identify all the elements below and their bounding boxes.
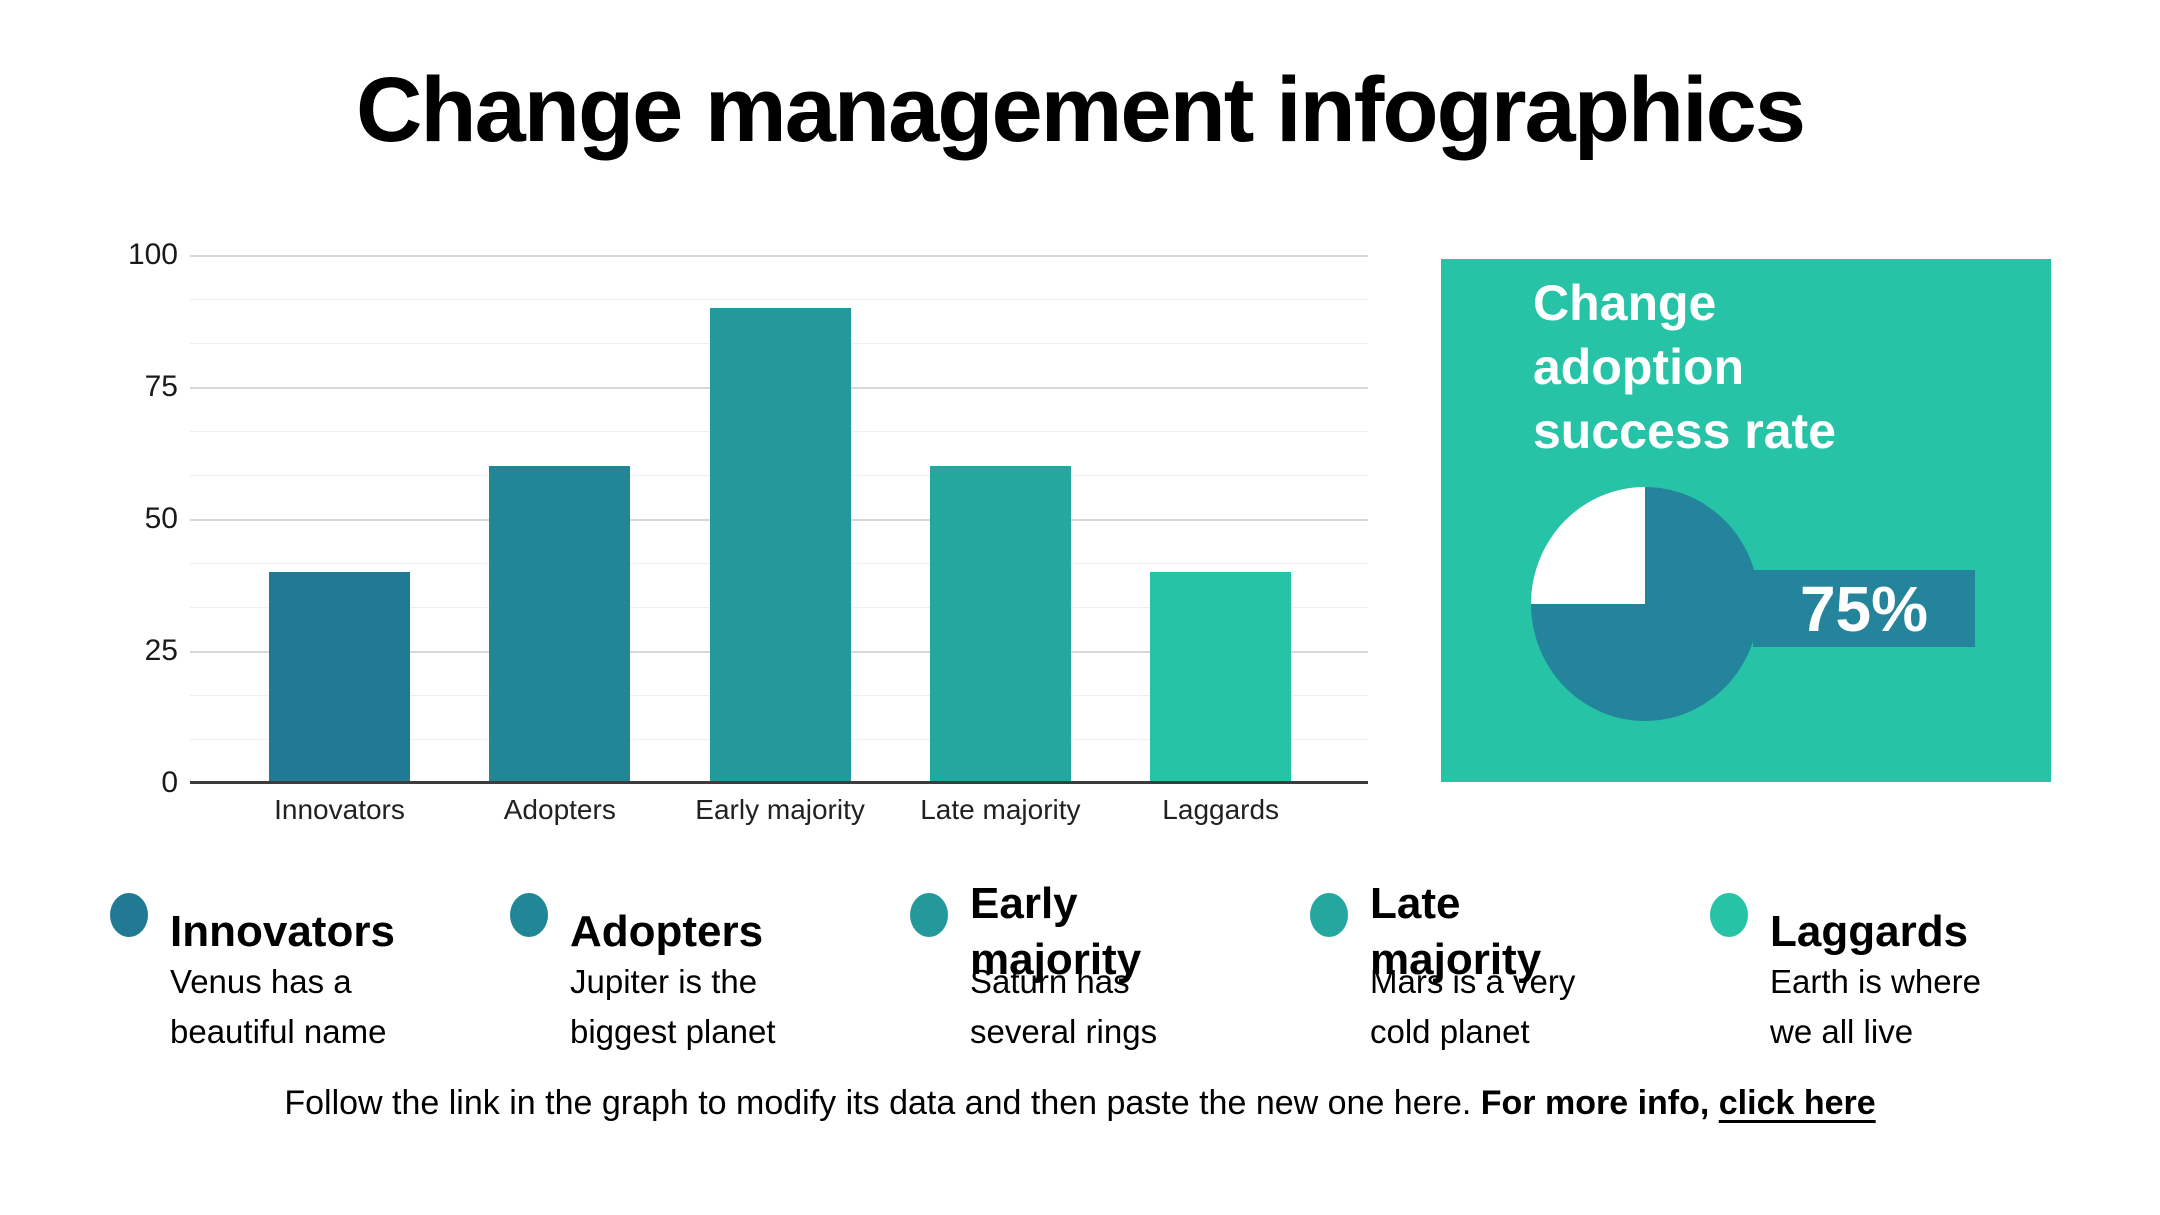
success-panel: Change adoption success rate 75% xyxy=(1441,259,2051,782)
x-axis-line xyxy=(190,781,1368,784)
y-tick-label: 25 xyxy=(144,634,178,667)
x-category-label: Late majority xyxy=(920,794,1081,825)
bar-adopters xyxy=(489,466,631,783)
panel-title: Change adoption success rate xyxy=(1533,275,1837,459)
y-gridline xyxy=(190,299,1368,300)
y-gridline xyxy=(190,255,1368,257)
legend-dot-2 xyxy=(510,893,548,937)
bar-laggards xyxy=(1150,571,1292,783)
note-text: Follow the link in the graph to modify i… xyxy=(284,1084,1481,1122)
rate-value: 75% xyxy=(1799,572,1929,645)
legend-description: Saturn has several rings xyxy=(970,963,1158,1050)
bar-late-majority xyxy=(929,466,1071,783)
rate-ribbon: 75% xyxy=(1753,570,1975,647)
x-category-label: Adopters xyxy=(503,794,616,825)
pie-chart xyxy=(1531,487,1759,721)
legend-item-adopters: Adopters Jupiter is the biggest planet xyxy=(510,860,895,1075)
y-tick-label: 75 xyxy=(144,370,178,403)
legend-item-late-majority: Late majority Mars is a very cold planet xyxy=(1310,860,1695,1075)
legend-description: Jupiter is the biggest planet xyxy=(570,963,776,1050)
legend-dot-1 xyxy=(110,893,148,937)
legend-title: Laggards xyxy=(1770,907,1969,956)
legend-description: Mars is a very cold planet xyxy=(1370,963,1576,1050)
page-title: Change management infographics xyxy=(355,59,1806,161)
legend-dot-4 xyxy=(1310,893,1348,937)
x-category-label: Early majority xyxy=(695,794,865,825)
legend-title: Innovators xyxy=(170,907,395,956)
note-bold-text: For more info, xyxy=(1480,1084,1719,1122)
bar-innovators xyxy=(269,571,410,783)
legend-item-laggards: Laggards Earth is where we all live xyxy=(1710,860,2095,1075)
y-tick-label: 50 xyxy=(144,502,178,535)
legend-title: Adopters xyxy=(570,907,764,956)
legend-description: Venus has a beautiful name xyxy=(170,963,387,1050)
legend-dot-5 xyxy=(1710,893,1748,937)
bar-early-majority xyxy=(709,307,851,783)
x-category-label: Innovators xyxy=(274,794,405,825)
footer-note: Follow the link in the graph to modify i… xyxy=(0,1082,2160,1124)
legend-item-innovators: Innovators Venus has a beautiful name xyxy=(110,860,495,1075)
legend-title: Early majority xyxy=(970,879,1142,984)
y-tick-label: 0 xyxy=(161,766,178,799)
legend-description: Earth is where we all live xyxy=(1770,963,1981,1050)
legend-title: Late majority xyxy=(1370,879,1542,984)
legend-item-early-majority: Early majority Saturn has several rings xyxy=(910,860,1295,1075)
click-here-link[interactable]: click here xyxy=(1718,1084,1876,1122)
legend-dot-3 xyxy=(910,893,948,937)
x-category-label: Laggards xyxy=(1162,794,1280,825)
y-tick-label: 100 xyxy=(127,238,178,271)
